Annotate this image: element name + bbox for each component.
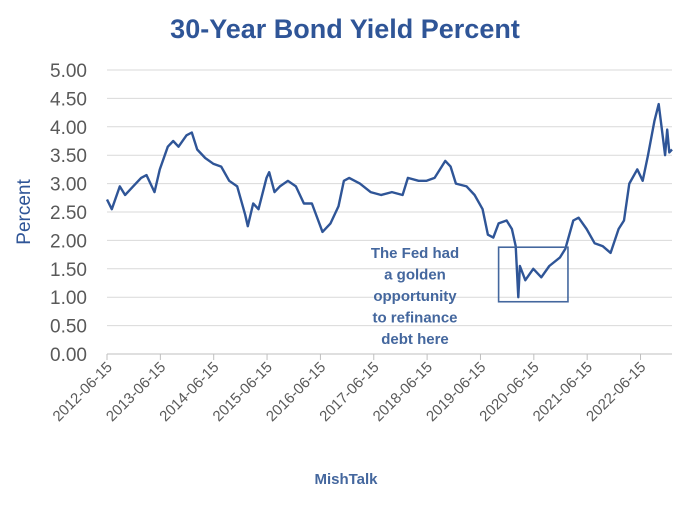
y-tick-label: 4.50: [50, 89, 87, 110]
chart-title: 30-Year Bond Yield Percent: [170, 14, 520, 44]
y-axis-label: Percent: [14, 179, 35, 245]
y-tick-label: 2.00: [50, 231, 87, 252]
yield-line: [105, 102, 673, 299]
annotation-line: The Fed had: [371, 245, 459, 262]
y-tick-label: 2.50: [50, 203, 87, 224]
annotation-box: [497, 246, 569, 303]
source-label: MishTalk: [314, 471, 378, 488]
annotation-line: opportunity: [373, 288, 457, 305]
annotation-line: a golden: [384, 267, 446, 284]
y-tick-label: 0.50: [50, 317, 87, 338]
y-tick-label: 1.00: [50, 288, 87, 309]
y-tick-label: 0.00: [50, 345, 87, 366]
y-tick-label: 4.00: [50, 118, 87, 139]
annotation-text: The Fed had a golden opportunity to refinan…: [371, 245, 459, 348]
y-tick-label: 1.50: [50, 260, 87, 281]
annotation-line: to refinance: [372, 310, 457, 327]
y-tick-label: 3.00: [50, 175, 87, 196]
y-tick-label: 5.00: [50, 61, 87, 82]
annotation-line: debt here: [381, 331, 449, 348]
y-tick-label: 3.50: [50, 146, 87, 167]
